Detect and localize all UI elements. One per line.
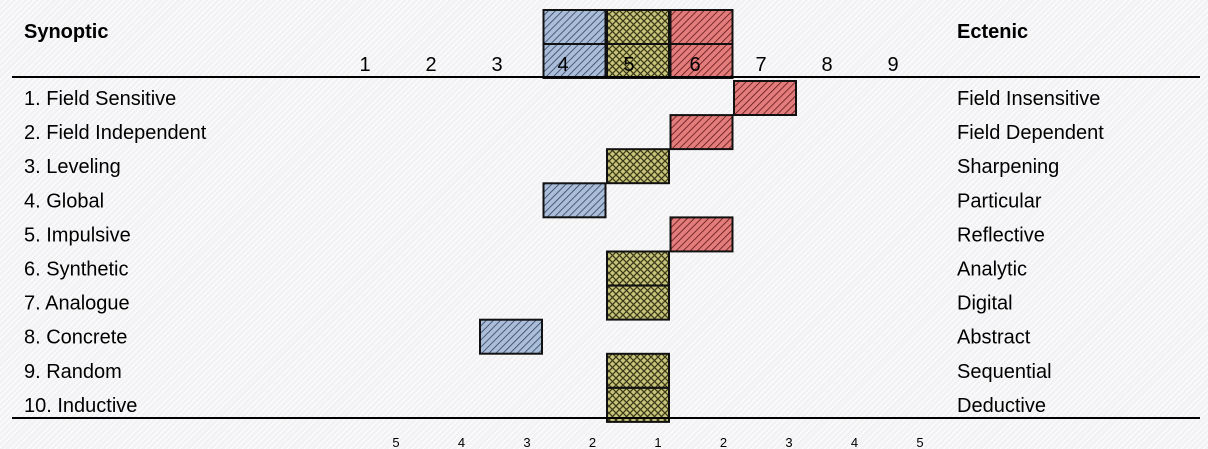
legend-box-4-bottom — [542, 43, 607, 79]
row-bars — [479, 80, 797, 423]
row-bar — [606, 386, 670, 423]
distance-tick-label: 3 — [785, 435, 792, 449]
scale-tick-label: 5 — [623, 54, 634, 76]
row-left-label: 3. Leveling — [24, 156, 121, 178]
row-right-label: Digital — [957, 293, 1013, 315]
scale-tick-label: 2 — [425, 54, 436, 76]
row-right-label: Deductive — [957, 395, 1046, 417]
legend-box-4-top — [542, 9, 607, 45]
scale-tick-label: 9 — [887, 54, 898, 76]
row-right-label: Field Dependent — [957, 122, 1104, 144]
row-left-label: 9. Random — [24, 361, 122, 383]
row-bar — [606, 250, 670, 287]
scale-ticks: 1 2 3 4 5 6 7 8 9 — [359, 54, 898, 76]
row-bar — [606, 284, 670, 321]
row-labels: 1. Field Sensitive Field Insensitive 2. Fi… — [24, 88, 1104, 417]
row-left-label: 1. Field Sensitive — [24, 88, 176, 110]
distance-tick-label: 2 — [589, 435, 596, 449]
row-right-label: Field Insensitive — [957, 88, 1100, 110]
distance-tick-label: 5 — [392, 435, 399, 449]
legend-box-5-bottom — [606, 43, 670, 79]
scale-tick-label: 1 — [359, 54, 370, 76]
row-bar — [733, 80, 797, 116]
row-right-label: Sharpening — [957, 156, 1059, 178]
distance-tick-label: 3 — [523, 435, 530, 449]
row-bar — [606, 352, 670, 389]
distance-tick-label: 5 — [916, 435, 923, 449]
row-bar — [542, 182, 607, 219]
row-left-label: 5. Impulsive — [24, 224, 131, 246]
row-left-label: 6. Synthetic — [24, 259, 129, 281]
row-right-label: Particular — [957, 190, 1042, 212]
legend-box-6-top — [669, 9, 734, 45]
distance-ticks: 5 4 3 2 1 2 3 4 5 — [392, 435, 923, 449]
row-bar — [479, 318, 543, 355]
row-right-label: Abstract — [957, 327, 1031, 349]
distance-tick-label: 1 — [654, 435, 661, 449]
scale-tick-label: 3 — [491, 54, 502, 76]
legend-box-6-bottom — [669, 43, 734, 79]
scale-tick-label: 4 — [557, 54, 568, 76]
row-bar — [606, 148, 670, 185]
legend-boxes — [542, 9, 734, 79]
row-bar — [669, 114, 734, 151]
synoptic-header: Synoptic — [24, 21, 108, 43]
row-left-label: 7. Analogue — [24, 293, 130, 315]
row-left-label: 10. Inductive — [24, 395, 137, 417]
distance-tick-label: 2 — [720, 435, 727, 449]
scale-tick-label: 6 — [689, 54, 700, 76]
distance-tick-label: 4 — [851, 435, 858, 449]
row-bar — [669, 216, 734, 253]
legend-box-5-top — [606, 9, 670, 45]
row-left-label: 2. Field Independent — [24, 122, 207, 144]
scale-tick-label: 7 — [755, 54, 766, 76]
scale-tick-label: 8 — [821, 54, 832, 76]
row-left-label: 8. Concrete — [24, 327, 127, 349]
row-right-label: Sequential — [957, 361, 1052, 383]
row-right-label: Analytic — [957, 259, 1027, 281]
distance-tick-label: 4 — [458, 435, 465, 449]
row-right-label: Reflective — [957, 224, 1045, 246]
ectenic-header: Ectenic — [957, 21, 1028, 43]
row-left-label: 4. Global — [24, 190, 104, 212]
